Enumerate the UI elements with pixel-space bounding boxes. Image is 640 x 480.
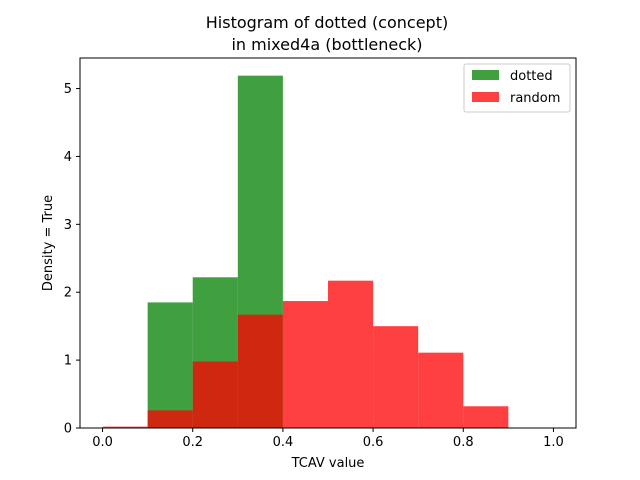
y-axis: 0 1 2 3 4 5 xyxy=(64,82,80,437)
x-tick-label: 1.0 xyxy=(543,435,564,450)
bars-group xyxy=(102,75,509,429)
y-tick-label: 2 xyxy=(64,286,72,301)
legend: dotted random xyxy=(463,63,571,113)
bar-random-4 xyxy=(282,301,328,428)
y-tick-label: 5 xyxy=(64,82,72,97)
bar-random-7 xyxy=(418,352,464,428)
bar-random-6 xyxy=(373,326,419,428)
y-tick-label: 0 xyxy=(64,422,72,437)
y-tick-label: 1 xyxy=(64,354,72,369)
legend-swatch-dotted xyxy=(472,70,499,80)
x-tick-label: 0.6 xyxy=(363,435,384,450)
bar-random-3 xyxy=(237,314,283,428)
x-tick-label: 0.4 xyxy=(273,435,294,450)
bar-random-0 xyxy=(102,426,148,428)
legend-swatch-random xyxy=(472,92,499,102)
x-tick-label: 0.8 xyxy=(453,435,474,450)
chart-title-line-1: Histogram of dotted (concept) xyxy=(206,13,448,32)
chart-title-line-2: in mixed4a (bottleneck) xyxy=(231,35,422,54)
bar-random-8 xyxy=(463,406,509,428)
x-axis: 0.0 0.2 0.4 0.6 0.8 1.0 xyxy=(92,428,564,450)
y-axis-label: Density = True xyxy=(41,195,56,291)
legend-label-random: random xyxy=(510,91,560,106)
y-tick-label: 3 xyxy=(64,218,72,233)
plot-frame xyxy=(79,57,577,429)
x-tick-label: 0.2 xyxy=(182,435,203,450)
x-tick-label: 0.0 xyxy=(92,435,113,450)
legend-label-dotted: dotted xyxy=(510,69,553,84)
bar-random-5 xyxy=(328,280,374,428)
x-axis-label: TCAV value xyxy=(291,456,365,471)
y-tick-label: 4 xyxy=(64,150,72,165)
bar-random-1 xyxy=(147,410,193,428)
bar-dotted-1 xyxy=(147,302,193,428)
bar-random-2 xyxy=(192,361,238,428)
